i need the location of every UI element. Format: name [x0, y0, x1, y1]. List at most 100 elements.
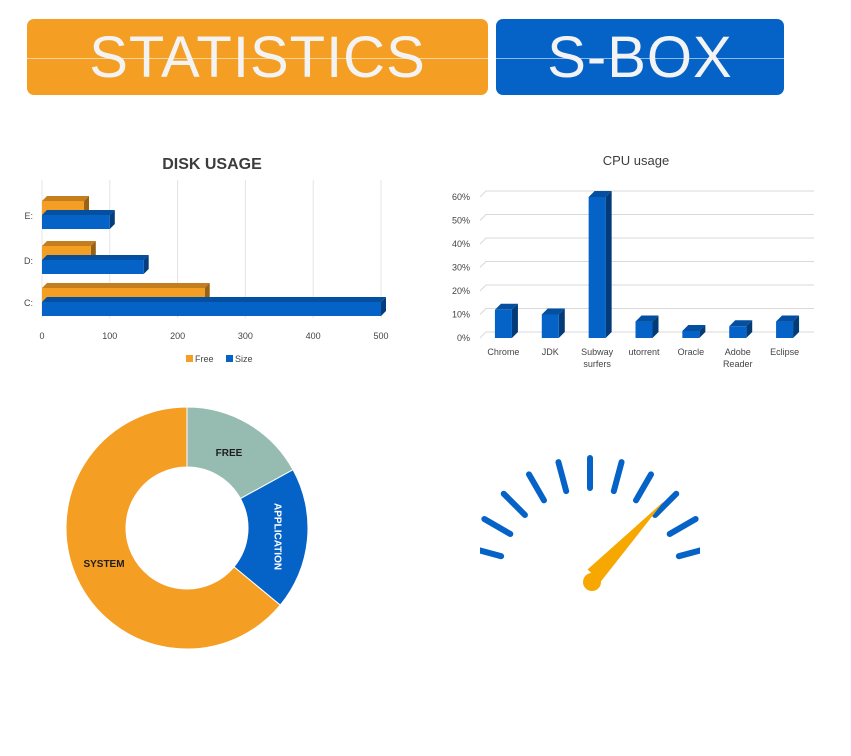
statistics-banner: STATISTICS — [27, 19, 488, 95]
disk-bar-size-c — [42, 297, 386, 316]
gauge-tick — [610, 459, 625, 495]
disk-bar-face — [42, 260, 144, 274]
cpu-category-label: JDK — [542, 347, 559, 357]
cpu-category-label: Oracle — [678, 347, 705, 357]
disk-category-label: D: — [24, 256, 33, 266]
cpu-bar-side — [746, 320, 753, 338]
cpu-bar-side — [699, 324, 706, 338]
cpu-category-label: Chrome — [487, 347, 519, 357]
speedometer-gauge-icon — [480, 455, 700, 591]
cpu-bar-face — [494, 309, 512, 338]
disk-usage-chart: DISK USAGE 0 100 200 300 400 500 C: D: E: Free Size — [24, 156, 389, 364]
cpu-y-tick-label: 20% — [452, 286, 470, 296]
gauge-tick — [633, 471, 654, 504]
cpu-category-label: Subway surfers — [581, 347, 614, 369]
disk-legend-label-size: Size — [235, 354, 253, 364]
cpu-bar-side — [511, 303, 518, 338]
cpu-bar-face — [541, 314, 559, 338]
cpu-chart-title: CPU usage — [603, 153, 669, 168]
disk-bar-top — [42, 196, 90, 201]
cpu-gridline — [479, 214, 814, 221]
disk-bar-top — [42, 210, 115, 215]
cpu-gridline — [479, 190, 814, 198]
cpu-bar-top — [635, 315, 659, 322]
sbox-title: S-BOX — [547, 24, 733, 90]
cpu-gridline — [479, 237, 814, 245]
disk-bar-size-d — [42, 255, 149, 274]
cpu-bar-top — [541, 308, 565, 315]
disk-x-tick-label: 200 — [170, 331, 185, 341]
disk-bar-top — [42, 283, 210, 288]
cpu-bar-side — [652, 315, 659, 338]
cpu-bar-top — [494, 303, 518, 310]
cpu-bar-face — [776, 321, 794, 338]
cpu-y-tick-label: 10% — [452, 310, 470, 320]
disk-legend-swatch-size — [226, 355, 233, 362]
cpu-bar-subway-surfers — [588, 191, 612, 338]
gauge-needle — [587, 501, 664, 582]
gauge-hub — [583, 573, 601, 591]
cpu-bar-face — [588, 197, 606, 338]
storage-donut-chart: FREE APPLICATION SYSTEM — [65, 406, 309, 650]
gauge-tick — [480, 547, 505, 560]
cpu-y-tick-label: 60% — [452, 192, 470, 202]
cpu-bar-eclipse — [776, 315, 800, 338]
cpu-bar-top — [776, 315, 800, 322]
disk-x-tick-label: 300 — [238, 331, 253, 341]
disk-bar-size-e — [42, 210, 115, 229]
disk-bar-side — [143, 255, 149, 274]
disk-x-tick-label: 0 — [39, 331, 44, 341]
gauge-tick — [666, 516, 699, 537]
cpu-bar-top — [588, 191, 612, 197]
statistics-title: STATISTICS — [89, 24, 426, 90]
cpu-y-tick-label: 30% — [452, 263, 470, 273]
disk-x-tick-label: 100 — [102, 331, 117, 341]
donut-label-application: APPLICATION — [272, 503, 283, 570]
cpu-bar-oracle — [682, 324, 706, 338]
cpu-bar-face — [729, 326, 747, 338]
disk-bar-side — [109, 210, 115, 229]
disk-bar-top — [42, 241, 96, 246]
disk-legend-label-free: Free — [195, 354, 214, 364]
disk-bar-top — [42, 297, 386, 302]
cpu-bar-top — [729, 320, 753, 327]
disk-bar-top — [42, 255, 149, 260]
sbox-banner: S-BOX — [496, 19, 784, 95]
cpu-gridline — [479, 308, 814, 315]
disk-bar-face — [42, 215, 110, 229]
disk-category-label: C: — [24, 298, 33, 308]
cpu-bar-chrome — [494, 303, 518, 338]
disk-x-tick-label: 400 — [306, 331, 321, 341]
cpu-bar-top — [682, 324, 706, 331]
disk-x-tick-label: 500 — [373, 331, 388, 341]
gauge-tick — [675, 547, 700, 560]
gauge-tick — [555, 459, 570, 495]
cpu-bar-face — [635, 321, 653, 338]
cpu-bar-jdk — [541, 308, 565, 338]
cpu-category-label: utorrent — [628, 347, 660, 357]
cpu-bar-adobe-reader — [729, 320, 753, 338]
cpu-bar-face — [682, 330, 700, 338]
donut-label-system: SYSTEM — [83, 559, 124, 570]
cpu-bar-side — [605, 191, 612, 338]
donut-slice-system — [65, 406, 281, 650]
cpu-y-tick-label: 40% — [452, 239, 470, 249]
disk-legend-swatch-free — [186, 355, 193, 362]
cpu-y-tick-label: 50% — [452, 216, 470, 226]
cpu-usage-chart: CPU usage 0% 10% 20% 30% 40% 50% 60% Chrome JDK Su… — [452, 153, 814, 369]
disk-bar-face — [42, 302, 381, 316]
gauge-tick — [652, 490, 680, 518]
gauge-tick — [526, 471, 547, 504]
cpu-category-label: Eclipse — [770, 347, 799, 357]
cpu-y-tick-label: 0% — [457, 333, 470, 343]
cpu-bar-side — [793, 315, 800, 338]
cpu-gridline — [479, 284, 814, 292]
gauge-tick — [481, 516, 514, 537]
gauge-tick — [500, 490, 528, 518]
cpu-bar-side — [558, 308, 565, 338]
disk-bar-side — [381, 297, 386, 316]
cpu-gridline — [479, 261, 814, 268]
disk-category-label: E: — [24, 211, 33, 221]
cpu-category-label: Adobe Reader — [723, 347, 753, 369]
cpu-bar-utorrent — [635, 315, 659, 338]
